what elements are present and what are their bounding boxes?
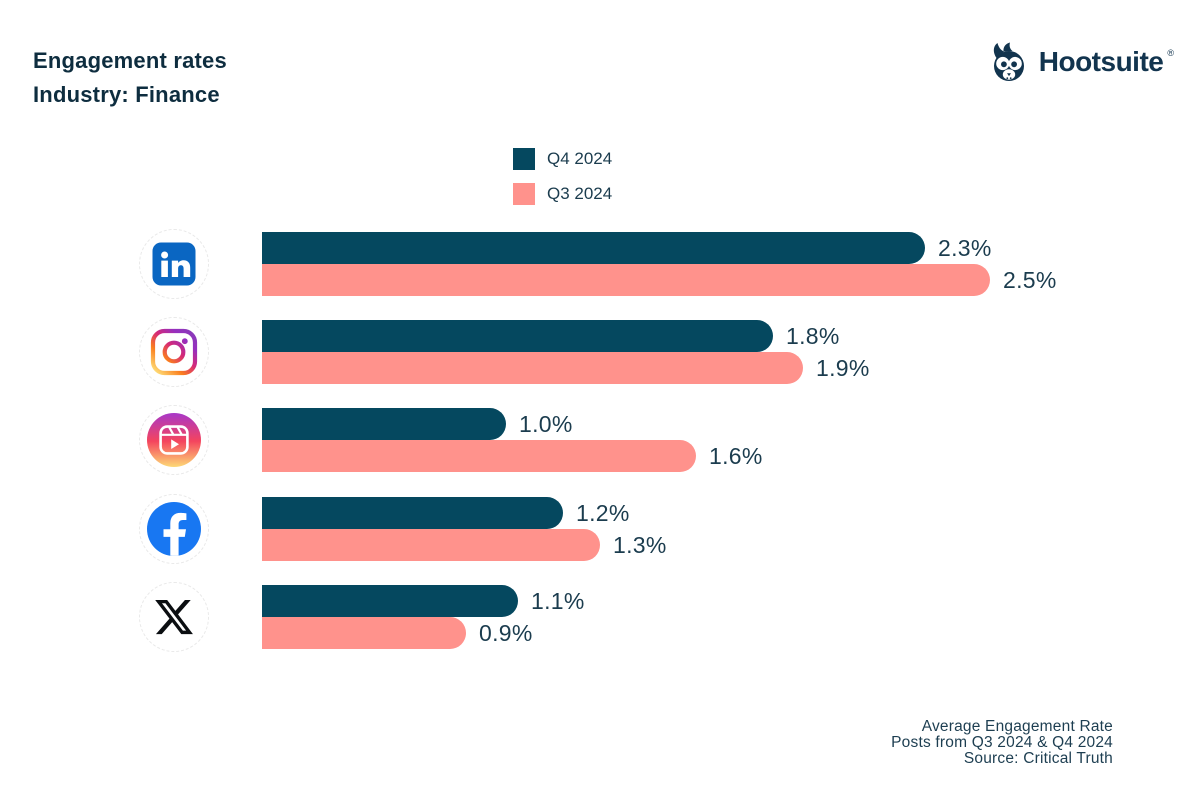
bar-value-label: 2.5% [1003, 266, 1057, 293]
bar-value-label: 1.6% [709, 442, 763, 469]
reels-glyph [159, 425, 189, 455]
linkedin-icon [139, 229, 209, 299]
hootsuite-logo: Hootsuite ® [987, 42, 1174, 82]
bar-q4 [262, 497, 563, 529]
facebook-glyph [147, 502, 201, 556]
bar-q3 [262, 529, 600, 561]
facebook-icon [139, 494, 209, 564]
bar-value-label: 1.2% [576, 499, 630, 526]
footer-line-3: Source: Critical Truth [963, 750, 1113, 767]
footer-line-2: Posts from Q3 2024 & Q4 2024 [891, 734, 1113, 751]
legend-swatch-q4 [513, 148, 535, 170]
hootsuite-owl-icon [993, 42, 1024, 81]
instagram-glyph [150, 328, 198, 376]
title-line-2: Industry: Finance [33, 82, 220, 107]
platform-row-facebook: 1.2% 1.3% [0, 494, 1200, 564]
registered-mark: ® [1167, 48, 1174, 58]
legend-label-q4: Q4 2024 [547, 149, 613, 168]
bar-value-label: 2.3% [938, 234, 992, 261]
bar-q3 [262, 264, 990, 296]
legend-swatch-q3 [513, 183, 535, 205]
brand-wordmark: Hootsuite [1038, 46, 1164, 77]
bar-group-linkedin: 2.3% 2.5% [262, 232, 1057, 296]
bar-q4 [262, 232, 925, 264]
legend-item-q3: Q3 2024 [513, 183, 612, 205]
bar-value-label: 1.3% [613, 531, 667, 558]
bar-q4 [262, 408, 506, 440]
instagram-icon [139, 317, 209, 387]
platform-row-x: 1.1% 0.9% [0, 582, 1200, 652]
bar-value-label: 0.9% [479, 619, 533, 646]
platform-row-instagram: 1.8% 1.9% [0, 317, 1200, 387]
bar-q3 [262, 352, 803, 384]
bar-group-instagram-reels: 1.0% 1.6% [262, 408, 763, 472]
bar-value-label: 1.9% [816, 354, 870, 381]
x-icon [139, 582, 209, 652]
reels-gradient-circle [147, 413, 201, 467]
legend-label-q3: Q3 2024 [547, 184, 613, 203]
bar-q4 [262, 585, 518, 617]
instagram-reels-icon [139, 405, 209, 475]
chart-legend: Q4 2024 Q3 2024 [513, 148, 612, 205]
bar-group-instagram: 1.8% 1.9% [262, 320, 870, 384]
legend-item-q4: Q4 2024 [513, 148, 612, 170]
chart-footer: Average Engagement Rate Posts from Q3 20… [891, 719, 1113, 767]
title-line-1: Engagement rates [33, 48, 227, 73]
bar-q3 [262, 440, 696, 472]
platform-row-linkedin: 2.3% 2.5% [0, 229, 1200, 299]
bar-group-x: 1.1% 0.9% [262, 585, 585, 649]
bar-value-label: 1.0% [519, 410, 573, 437]
platform-row-instagram-reels: 1.0% 1.6% [0, 405, 1200, 475]
page-title: Engagement rates Industry: Finance [33, 44, 227, 112]
bar-q4 [262, 320, 773, 352]
x-glyph [155, 599, 193, 635]
bar-group-facebook: 1.2% 1.3% [262, 497, 667, 561]
bar-value-label: 1.1% [531, 587, 585, 614]
bar-value-label: 1.8% [786, 322, 840, 349]
bar-q3 [262, 617, 466, 649]
linkedin-glyph [152, 242, 196, 286]
footer-line-1: Average Engagement Rate [921, 718, 1113, 735]
